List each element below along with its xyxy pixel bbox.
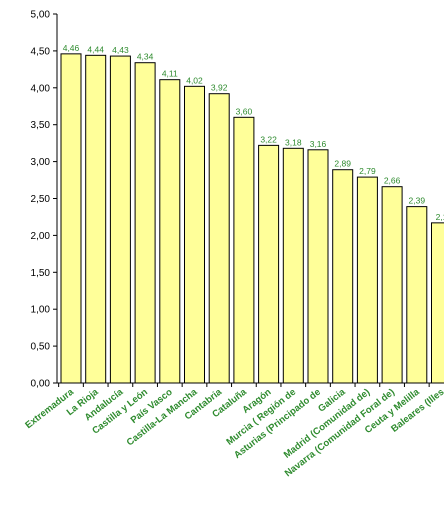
bar [233, 116, 255, 384]
y-tick-label: 1,00 [31, 305, 51, 316]
data-label: 3,92 [211, 83, 228, 93]
y-tick-label: 0,00 [31, 379, 51, 390]
data-label: 4,34 [137, 52, 154, 62]
bar [356, 176, 378, 384]
y-tick-label: 3,50 [31, 120, 51, 131]
bar [159, 79, 181, 384]
y-tick-label: 5,00 [31, 10, 51, 21]
y-tick-label: 2,00 [31, 231, 51, 242]
data-label: 2,39 [409, 196, 426, 206]
data-label: 3,22 [260, 134, 277, 144]
bar [406, 206, 428, 384]
bar [431, 222, 444, 384]
bar [332, 169, 354, 384]
data-label: 3,16 [310, 139, 327, 149]
bar [134, 62, 156, 384]
y-tick-label: 0,50 [31, 342, 51, 353]
y-tick-label: 2,50 [31, 194, 51, 205]
data-label: 3,18 [285, 137, 302, 147]
data-label: 4,43 [112, 45, 129, 55]
y-tick-label: 3,00 [31, 157, 51, 168]
data-label: 4,02 [186, 75, 203, 85]
data-label: 4,46 [63, 43, 80, 53]
bar [109, 55, 131, 384]
y-tick-label: 4,50 [31, 46, 51, 57]
y-tick-label: 1,50 [31, 268, 51, 279]
data-label: 2,1 [436, 212, 444, 222]
bar [282, 147, 304, 384]
data-label: 2,89 [334, 159, 351, 169]
bar [60, 53, 82, 384]
data-label: 2,79 [359, 166, 376, 176]
bar [258, 144, 280, 384]
data-label: 3,60 [236, 106, 253, 116]
y-tick-label: 4,00 [31, 83, 51, 94]
data-label: 4,44 [87, 44, 104, 54]
data-label: 4,11 [162, 69, 178, 79]
bar [208, 93, 230, 384]
bar [307, 149, 329, 384]
bar [184, 85, 205, 384]
data-label: 2,66 [384, 176, 401, 186]
bar [85, 54, 107, 384]
bar [381, 186, 403, 384]
